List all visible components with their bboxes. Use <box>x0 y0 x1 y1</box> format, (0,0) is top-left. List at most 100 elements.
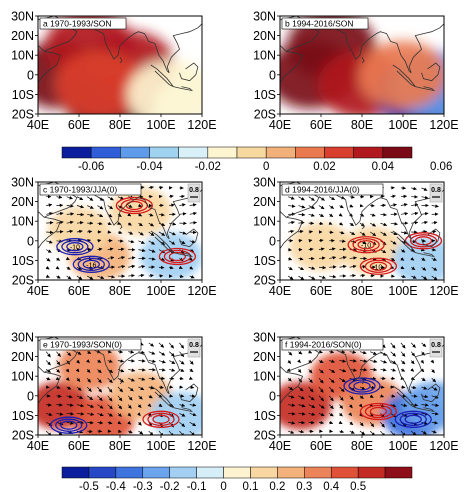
wind-vector <box>97 377 102 384</box>
wind-vector <box>178 265 183 269</box>
wind-vector <box>179 274 184 278</box>
wind-vector <box>169 222 177 226</box>
wind-vector <box>169 240 176 245</box>
lat-tick-label: 0 <box>27 389 34 403</box>
wind-vector <box>298 238 303 243</box>
panel-label-box <box>39 338 142 351</box>
wind-vector <box>158 231 166 236</box>
wind-vector <box>288 412 296 416</box>
wind-vector <box>308 386 314 393</box>
colorbar-swatch <box>207 146 238 159</box>
anomaly-blob <box>289 222 353 271</box>
wind-vector <box>411 211 419 216</box>
wind-vector <box>138 359 146 363</box>
wind-vector <box>46 230 54 235</box>
wind-vector <box>370 222 377 227</box>
wind-vector <box>390 342 396 349</box>
wind-vector <box>308 196 315 201</box>
wind-vector <box>339 255 347 260</box>
wind-vector <box>380 368 387 372</box>
lon-tick-label: 40E <box>27 118 49 132</box>
wind-vector <box>421 187 428 191</box>
wind-vector <box>107 350 112 354</box>
wind-vector <box>189 403 197 407</box>
wind-vector <box>421 220 428 225</box>
wind-vector <box>329 359 335 363</box>
colorbar-swatch <box>61 146 92 159</box>
wind-vector <box>400 249 406 253</box>
wind-vector <box>117 264 126 269</box>
wind-vector <box>329 350 335 354</box>
coastline <box>361 223 365 230</box>
wind-vector <box>329 205 335 209</box>
wind-vector <box>158 385 164 389</box>
lat-tick-label: 30N <box>253 176 276 190</box>
wind-vector <box>390 257 396 261</box>
wind-vector <box>421 195 429 200</box>
wind-vector <box>45 274 50 278</box>
contour-line <box>66 242 84 252</box>
contour-line <box>409 234 438 248</box>
wind-vector <box>138 264 146 269</box>
contour-line <box>359 257 398 275</box>
wind-vector <box>298 257 304 261</box>
wind-vector <box>128 231 134 235</box>
wind-vector <box>349 195 355 199</box>
wind-vector <box>329 247 336 251</box>
anomaly-blob <box>392 236 444 280</box>
wind-vector <box>380 376 386 381</box>
wind-vector <box>86 386 92 392</box>
anomaly-blob <box>58 342 121 391</box>
lat-tick-label: 20N <box>253 350 276 364</box>
lat-tick-label: 10S <box>12 254 34 268</box>
wind-vector <box>359 359 368 363</box>
wind-vector <box>339 264 347 269</box>
lon-tick-label: 40E <box>269 439 291 453</box>
wind-vector <box>147 403 152 408</box>
lat-tick-label: 10S <box>254 254 276 268</box>
wind-vector <box>128 264 136 269</box>
wind-vector <box>107 196 114 201</box>
coastline <box>179 228 199 248</box>
contour-line <box>55 418 83 432</box>
wind-vector <box>138 377 146 381</box>
colorbar-tick-label: 0.1 <box>242 481 258 492</box>
lat-tick-label: 10N <box>11 370 34 384</box>
wind-vector <box>128 359 135 363</box>
coastline <box>173 252 194 258</box>
lon-tick-label: 80E <box>109 118 131 132</box>
contour-line <box>343 377 381 395</box>
wind-vector <box>179 368 185 372</box>
wind-vector <box>318 420 324 425</box>
wind-vector <box>66 196 73 200</box>
wind-vector <box>431 395 439 399</box>
colorbar-swatch <box>324 146 354 159</box>
wind-vector <box>66 275 72 280</box>
wind-vector <box>66 386 72 390</box>
wind-vector <box>46 203 53 207</box>
colorbar-swatch <box>295 146 325 159</box>
wind-vector <box>431 266 438 271</box>
panel-label: b 1994-2016/SON <box>285 19 354 29</box>
lat-tick-label: 30N <box>253 10 276 24</box>
wind-vector <box>117 413 122 417</box>
wind-vector <box>328 386 334 393</box>
lat-tick-label: 30N <box>253 331 276 345</box>
wind-vector <box>128 204 133 208</box>
wind-vector <box>328 221 333 225</box>
wind-vector <box>369 394 374 398</box>
wind-vector <box>179 194 185 199</box>
panel-label: f 1994-2016/SON(0) <box>285 340 362 350</box>
anomaly-blob <box>55 50 144 114</box>
wind-vector <box>45 360 51 366</box>
wind-vector <box>76 229 83 234</box>
wind-vector <box>308 230 313 234</box>
wind-vector <box>288 247 292 252</box>
lat-tick-label: 30N <box>11 331 34 345</box>
wind-vector <box>380 249 387 254</box>
lon-tick-label: 100E <box>388 439 417 453</box>
wind-vector <box>308 275 316 280</box>
lon-tick-label: 120E <box>187 284 216 298</box>
wind-vector <box>400 257 405 261</box>
